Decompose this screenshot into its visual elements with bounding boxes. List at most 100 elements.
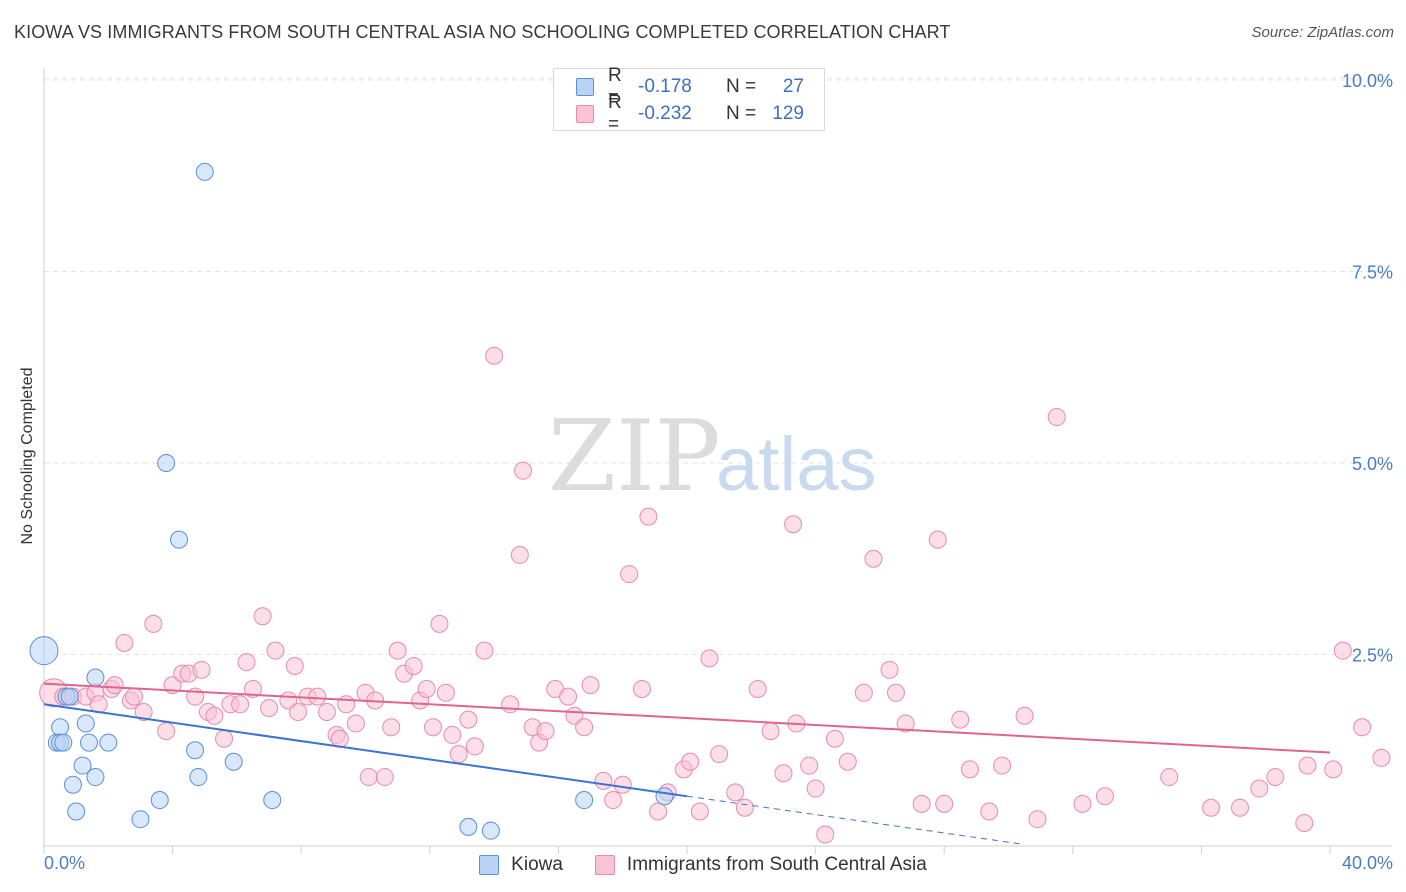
immigrants-point <box>726 783 745 802</box>
legend-row-immigrants: R = -0.232 N = 129 <box>576 92 804 135</box>
immigrants-point <box>1230 798 1249 817</box>
y-tick-label: 7.5% <box>1352 263 1393 283</box>
immigrants-point <box>359 768 378 787</box>
x-tick-labels: 0.0% 40.0% <box>44 853 1393 873</box>
kiowa-point <box>60 687 79 706</box>
immigrants-point <box>559 687 578 706</box>
immigrants-point <box>1333 641 1352 660</box>
immigrants-swatch <box>576 105 594 123</box>
source-credit: Source: ZipAtlas.com <box>1251 24 1394 41</box>
kiowa-point <box>459 817 478 836</box>
immigrants-point <box>735 798 754 817</box>
n-value: 27 <box>782 76 804 97</box>
immigrants-point <box>649 802 668 821</box>
immigrants-point <box>864 549 883 568</box>
kiowa-point <box>51 718 70 737</box>
kiowa-point <box>29 636 59 666</box>
immigrants-point <box>681 752 700 771</box>
n-label: N = <box>726 76 757 97</box>
immigrants-point <box>960 760 979 779</box>
kiowa-point <box>263 791 282 810</box>
immigrants-point <box>485 346 504 365</box>
immigrants-point <box>854 683 873 702</box>
immigrants-point <box>800 756 819 775</box>
immigrants-point <box>896 714 915 733</box>
immigrants-point <box>115 634 134 653</box>
immigrants-point <box>700 649 719 668</box>
r-label: R = <box>608 92 622 135</box>
immigrants-point <box>613 775 632 794</box>
n-value: 129 <box>772 103 804 124</box>
immigrants-point <box>501 695 520 714</box>
watermark-atlas: atlas <box>716 422 877 507</box>
immigrants-point <box>285 656 304 675</box>
immigrants-point <box>443 725 462 744</box>
immigrants-point <box>459 710 478 729</box>
immigrants-point <box>192 660 211 679</box>
immigrants-point <box>825 729 844 748</box>
immigrants-point <box>475 641 494 660</box>
immigrants-point <box>449 745 468 764</box>
x-tick-label: 0.0% <box>44 853 85 873</box>
data-points <box>29 162 1391 844</box>
kiowa-point <box>655 787 674 806</box>
immigrants-point <box>886 683 905 702</box>
kiowa-trend-extension <box>686 795 1025 845</box>
kiowa-trend-line <box>43 703 688 798</box>
kiowa-point <box>86 668 105 687</box>
immigrants-point <box>253 607 272 626</box>
immigrants-point <box>144 614 163 633</box>
immigrants-point <box>761 722 780 741</box>
kiowa-point <box>575 791 594 810</box>
y-tick-label: 5.0% <box>1352 454 1393 474</box>
chart-title: KIOWA VS IMMIGRANTS FROM SOUTH CENTRAL A… <box>14 22 951 42</box>
immigrants-point <box>816 825 835 844</box>
kiowa-swatch <box>576 78 594 96</box>
immigrants-point <box>536 722 555 741</box>
immigrants-point <box>430 614 449 633</box>
immigrants-point <box>134 702 153 721</box>
legend-item-kiowa[interactable]: Kiowa <box>479 854 563 876</box>
immigrants-point <box>260 699 279 718</box>
kiowa-point <box>63 775 82 794</box>
immigrants-point <box>1073 794 1092 813</box>
kiowa-legend-swatch <box>479 855 500 875</box>
r-value: -0.232 <box>638 103 692 124</box>
watermark: ZIP atlas <box>548 400 877 514</box>
immigrants-point <box>243 679 262 698</box>
immigrants-point <box>1015 706 1034 725</box>
immigrants-point <box>330 729 349 748</box>
immigrants-point <box>880 660 899 679</box>
immigrants-point <box>1028 810 1047 829</box>
kiowa-point <box>481 821 500 840</box>
immigrants-legend-swatch <box>594 855 615 875</box>
kiowa-point <box>170 530 189 549</box>
kiowa-point <box>73 756 92 775</box>
immigrants-point <box>404 656 423 675</box>
immigrants-point <box>205 706 224 725</box>
immigrants-point <box>317 702 336 721</box>
r-label: R = <box>608 65 622 108</box>
immigrants-point <box>1353 718 1372 737</box>
immigrants-point <box>436 683 455 702</box>
kiowa-point <box>224 752 243 771</box>
kiowa-point <box>186 741 205 760</box>
immigrants-point <box>980 802 999 821</box>
immigrants-point <box>632 679 651 698</box>
immigrants-point <box>594 771 613 790</box>
legend-item-immigrants[interactable]: Immigrants from South Central Asia <box>594 854 927 876</box>
immigrants-point <box>1298 756 1317 775</box>
immigrants-point <box>157 722 176 741</box>
immigrants-point <box>1250 779 1269 798</box>
series-legend: Kiowa Immigrants from South Central Asia <box>0 852 1406 878</box>
y-tick-label: 10.0% <box>1342 71 1393 91</box>
kiowa-point <box>150 791 169 810</box>
kiowa-legend-label: Kiowa <box>511 854 563 875</box>
immigrants-point <box>89 695 108 714</box>
immigrants-point <box>806 779 825 798</box>
immigrants-point <box>710 745 729 764</box>
immigrants-point <box>748 679 767 698</box>
immigrants-point <box>575 718 594 737</box>
axes <box>43 68 1392 854</box>
